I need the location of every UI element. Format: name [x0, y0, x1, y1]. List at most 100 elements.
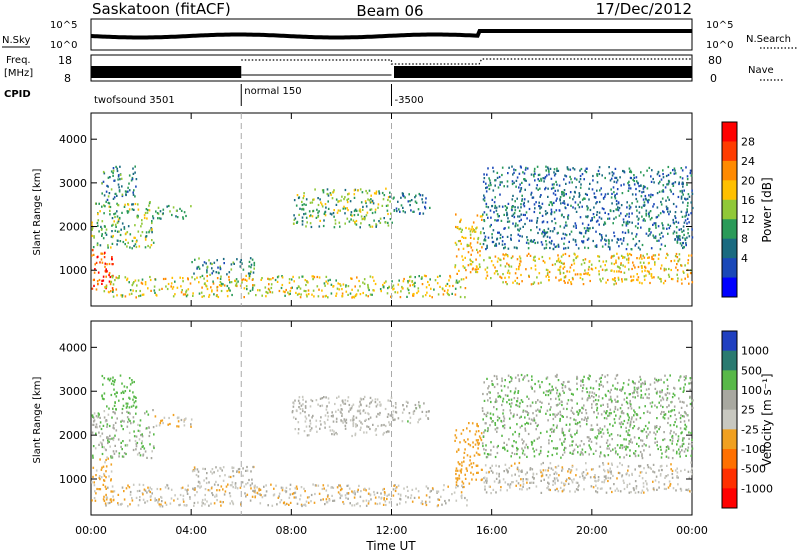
velocity-echo-cell	[213, 483, 216, 486]
power-echo-cell	[688, 254, 690, 257]
velocity-echo-cell	[655, 378, 658, 381]
velocity-echo-cell	[462, 429, 465, 432]
power-echo-cell	[486, 244, 488, 247]
power-echo-cell	[499, 193, 501, 196]
power-echo-cell	[312, 209, 315, 212]
velocity-echo-cell	[143, 488, 146, 491]
velocity-echo-cell	[537, 408, 539, 411]
velocity-echo-cell	[545, 412, 547, 415]
power-echo-cell	[166, 287, 169, 291]
power-echo-cell	[548, 275, 550, 279]
power-echo-cell	[569, 266, 572, 269]
power-echo-cell	[215, 294, 218, 298]
power-echo-cell	[487, 167, 489, 170]
power-echo-cell	[550, 177, 553, 180]
velocity-echo-cell	[472, 441, 474, 444]
velocity-echo-cell	[149, 486, 151, 489]
velocity-echo-cell	[340, 419, 342, 422]
velocity-echo-cell	[645, 388, 648, 391]
power-echo-cell	[544, 186, 547, 189]
power-echo-cell	[591, 188, 594, 191]
velocity-echo-cell	[602, 463, 605, 466]
velocity-echo-cell	[105, 465, 108, 468]
velocity-echo-cell	[418, 401, 420, 404]
power-echo-cell	[579, 276, 582, 279]
velocity-echo-cell	[549, 392, 552, 395]
velocity-echo-cell	[559, 419, 561, 422]
power-echo-cell	[421, 276, 423, 279]
velocity-echo-cell	[232, 503, 235, 506]
velocity-echo-cell	[104, 461, 106, 464]
power-echo-cell	[560, 214, 563, 217]
velocity-echo-cell	[595, 449, 597, 452]
power-echo-cell	[572, 225, 575, 228]
velocity-echo-cell	[477, 453, 480, 456]
power-colorbar-cell	[722, 219, 737, 240]
power-echo-cell	[395, 207, 398, 210]
power-echo-cell	[581, 173, 584, 176]
velocity-echo-cell	[571, 479, 573, 482]
velocity-echo-cell	[128, 396, 130, 399]
power-echo-cell	[521, 198, 524, 201]
velocity-echo-cell	[690, 490, 692, 493]
velocity-echo-cell	[389, 414, 392, 417]
velocity-echo-cell	[652, 487, 655, 490]
power-echo-cell	[587, 227, 590, 230]
power-echo-cell	[108, 280, 111, 283]
velocity-echo-cell	[491, 420, 493, 423]
power-echo-cell	[494, 179, 496, 182]
power-echo-cell	[653, 181, 655, 184]
power-echo-cell	[625, 222, 628, 225]
power-echo-cell	[518, 265, 520, 268]
velocity-echo-cell	[572, 440, 574, 443]
velocity-echo-cell	[583, 478, 585, 481]
velocity-echo-cell	[639, 450, 642, 454]
power-echo-cell	[408, 292, 410, 295]
velocity-echo-cell	[310, 427, 313, 430]
velocity-echo-cell	[547, 450, 550, 453]
velocity-echo-cell	[320, 423, 322, 426]
power-echo-cell	[682, 182, 684, 185]
velocity-echo-cell	[344, 494, 347, 497]
velocity-echo-cell	[482, 444, 484, 448]
velocity-echo-cell	[105, 498, 108, 501]
velocity-echo-cell	[368, 487, 371, 490]
velocity-echo-cell	[461, 461, 463, 464]
velocity-echo-cell	[666, 391, 669, 395]
velocity-echo-cell	[103, 472, 105, 476]
power-echo-cell	[200, 291, 203, 294]
power-echo-cell	[107, 246, 109, 249]
velocity-echo-cell	[463, 451, 466, 454]
power-echo-cell	[660, 231, 663, 234]
power-echo-cell	[636, 200, 639, 203]
velocity-echo-cell	[576, 402, 578, 405]
power-echo-cell	[112, 174, 114, 177]
power-echo-cell	[576, 255, 579, 258]
power-echo-cell	[501, 240, 504, 243]
power-echo-cell	[211, 272, 213, 275]
velocity-echo-cell	[472, 462, 475, 465]
velocity-echo-cell	[308, 414, 310, 417]
power-echo-cell	[691, 281, 694, 284]
power-echo-cell	[390, 212, 392, 215]
velocity-echo-cell	[272, 494, 275, 497]
power-echo-cell	[393, 287, 395, 290]
power-echo-cell	[624, 214, 627, 218]
power-echo-cell	[137, 279, 140, 282]
power-echo-cell	[663, 267, 666, 270]
power-echo-cell	[180, 285, 182, 288]
power-echo-cell	[153, 285, 156, 288]
power-echo-cell	[607, 213, 610, 216]
power-echo-cell	[569, 191, 572, 194]
power-echo-cell	[681, 215, 684, 218]
velocity-echo-cell	[442, 488, 445, 492]
power-echo-cell	[477, 267, 480, 270]
velocity-echo-cell	[541, 474, 544, 477]
power-echo-cell	[206, 279, 209, 282]
velocity-echo-cell	[568, 468, 570, 471]
power-echo-cell	[424, 201, 427, 204]
power-echo-cell	[613, 235, 616, 238]
power-echo-cell	[682, 229, 685, 232]
power-echo-cell	[640, 195, 643, 198]
power-echo-cell	[657, 214, 660, 217]
